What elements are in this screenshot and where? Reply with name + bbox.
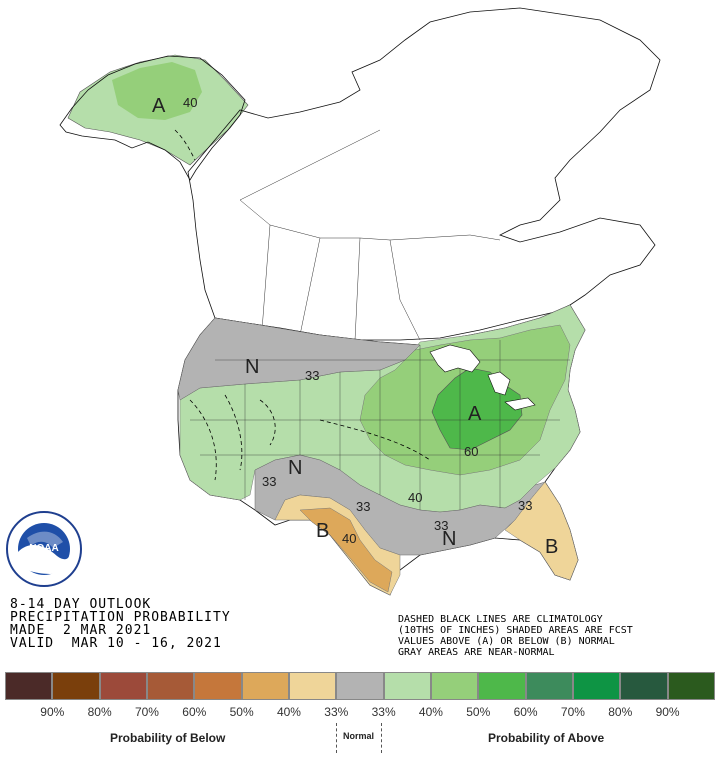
colorbar-swatch: [667, 672, 715, 700]
legend-note-line-4: GRAY AREAS ARE NEAR-NORMAL: [398, 647, 555, 658]
legend-note-line-1: DASHED BLACK LINES ARE CLIMATOLOGY: [398, 614, 603, 625]
colorbar-swatch: [99, 672, 147, 700]
nw-pct: 33: [305, 368, 319, 383]
svg-text:NOAA: NOAA: [29, 543, 58, 554]
outlook-line-1: 8-14 DAY OUTLOOK: [10, 597, 152, 612]
sw-category: N: [288, 457, 302, 479]
alaska-outline: [59, 55, 246, 181]
nw-normal-area: [177, 317, 421, 401]
probability-above-label: Probability of Above: [488, 731, 605, 745]
tx-33-label: 33: [356, 499, 370, 514]
colorbar-swatch: [288, 672, 337, 700]
colorbar-swatch: [146, 672, 195, 700]
legend-note: DASHED BLACK LINES ARE CLIMATOLOGY (10TH…: [398, 614, 633, 658]
province-lines: [239, 129, 501, 341]
colorbar-label: 33%: [371, 705, 396, 719]
outlook-line-4: VALID MAR 10 - 16, 2021: [10, 636, 222, 651]
south-category: N: [442, 528, 456, 550]
legend-note-line-2: (10THS OF INCHES) SHADED AREAS ARE FCST: [398, 625, 633, 636]
canada-outline: [187, 7, 661, 341]
fl-category: B: [545, 536, 558, 558]
alaska-above-core: [112, 62, 202, 120]
state-lines: [190, 340, 570, 510]
plains-40-label: 40: [408, 490, 422, 505]
alaska-category: A: [152, 95, 166, 117]
tx-category: B: [316, 520, 329, 542]
probability-below-label: Probability of Below: [110, 731, 226, 745]
probability-labels: 90% 80% 70% 60% 50% 40% 33% 33% 40% 50% 60% 70% 80% 9…: [5, 705, 691, 719]
colorbar-swatch: [194, 672, 242, 700]
alaska-pct: 40: [183, 95, 197, 110]
colorbar-label: 60%: [182, 705, 207, 719]
great-lakes: [429, 344, 536, 411]
nw-category: N: [245, 356, 259, 378]
noaa-logo: NOAA: [6, 511, 82, 587]
greatlakes-category: A: [468, 403, 482, 425]
tx-below-40-area: [299, 507, 393, 593]
colorbar-swatch: [5, 672, 53, 700]
colorbar-swatch: [241, 672, 289, 700]
colorbar-label: 80%: [608, 705, 633, 719]
colorbar-swatch: [478, 672, 526, 700]
colorbar-swatch: [525, 672, 573, 700]
outlook-map: A 40 N 33 A 60 N 33 B 40 33 40 N 33 B 33: [59, 7, 661, 596]
normal-divider-right: [381, 723, 382, 753]
sw-pct: 33: [262, 474, 276, 489]
colorbar-label: 50%: [466, 705, 491, 719]
outlook-title-block: 8-14 DAY OUTLOOK PRECIPITATION PROBABILI…: [10, 598, 231, 650]
fl-pct: 33: [518, 498, 532, 513]
colorbar-label: 90%: [40, 705, 65, 719]
colorbar-swatch: [572, 672, 621, 700]
se-below-33-area: [504, 481, 579, 581]
outlook-line-3: MADE 2 MAR 2021: [10, 623, 152, 638]
colorbar-label: 80%: [87, 705, 112, 719]
tx-pct: 40: [342, 531, 356, 546]
south-pct: 33: [434, 518, 448, 533]
colorbar-swatch: [620, 672, 668, 700]
colorbar-label: 70%: [560, 705, 585, 719]
colorbar-label: 50%: [229, 705, 254, 719]
colorbar-label: 40%: [276, 705, 301, 719]
greatlakes-pct: 60: [464, 444, 478, 459]
colorbar-swatch: [336, 672, 384, 700]
outlook-line-2: PRECIPITATION PROBABILITY: [10, 610, 231, 625]
colorbar-label: 70%: [134, 705, 159, 719]
colorbar-label: 33%: [324, 705, 349, 719]
climatology-lines: [174, 129, 431, 481]
colorbar-swatch: [383, 672, 431, 700]
probability-colorbar: [5, 672, 715, 700]
colorbar-label: 60%: [513, 705, 538, 719]
legend-note-line-3: VALUES ABOVE (A) OR BELOW (B) NORMAL: [398, 636, 615, 647]
colorbar-swatch: [430, 672, 479, 700]
colorbar-swatch: [52, 672, 100, 700]
normal-label: Normal: [343, 731, 375, 741]
normal-divider-left: [336, 723, 337, 753]
colorbar-label: 90%: [655, 705, 680, 719]
colorbar-label: 40%: [418, 705, 443, 719]
